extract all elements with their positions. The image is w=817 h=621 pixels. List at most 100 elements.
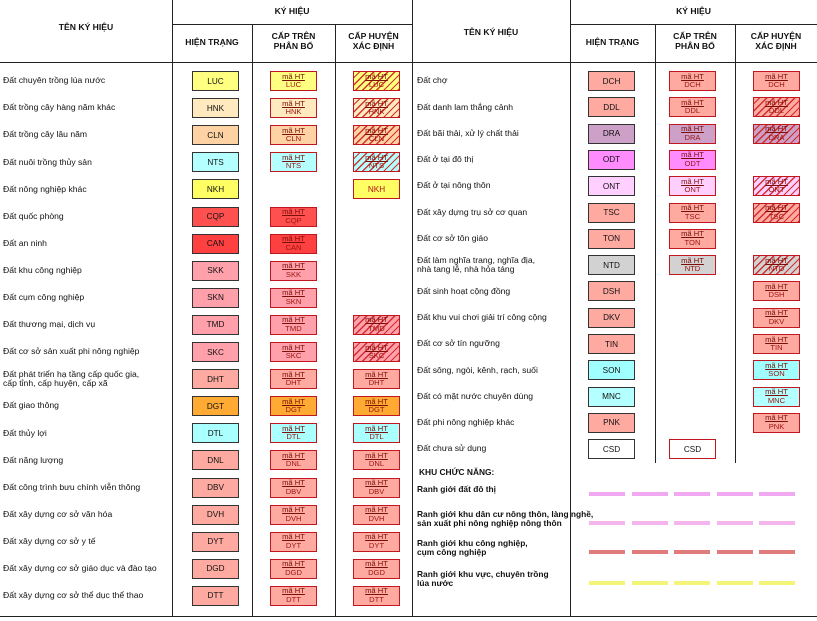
- land-code-swatch: SKK: [192, 260, 239, 281]
- ht-label: mã HT: [365, 423, 388, 433]
- planned-code-swatch: mã HT DTL: [270, 423, 317, 444]
- planned-code-swatch: mã HT DNL: [270, 450, 317, 471]
- ht-code: DHT: [368, 378, 385, 388]
- planned-code-swatch: mã HT SKN: [270, 287, 317, 308]
- land-code-swatch: NTD: [588, 255, 635, 276]
- row-name-line: Đất an ninh: [3, 237, 47, 248]
- ht-code: CLN: [285, 134, 302, 144]
- ht-code: DGD: [285, 567, 302, 577]
- ht-code: SKN: [285, 296, 302, 306]
- row-name-line: nhà tang lễ, nhà hỏa táng: [417, 264, 515, 275]
- left-row-name: Đất năng lượng: [3, 454, 64, 466]
- right-row-name: Đất sinh hoạt cộng đồng: [417, 286, 510, 297]
- ht-code: NTS: [285, 161, 302, 171]
- ht-label: mã HT: [365, 450, 388, 460]
- planned-code-swatch: mã HT DHT: [270, 369, 317, 390]
- header-cap-huyen-right: CẤP HUYỆN XÁC ĐỊNH: [750, 31, 802, 51]
- functional-zone-label-line: cụm công nghiệp: [417, 547, 487, 557]
- right-row-name: Đất cơ sở tôn giáo: [417, 234, 488, 244]
- land-code-swatch: SKN: [192, 287, 239, 308]
- planned-code-swatch: mã HT SKC: [353, 342, 400, 362]
- planned-code-swatch: mã HT NTS: [353, 152, 400, 173]
- planned-code-swatch: mã HT NTD: [669, 255, 716, 276]
- ht-label: mã HT: [282, 288, 305, 298]
- ht-label: mã HT: [282, 478, 305, 488]
- grid-line: [0, 616, 817, 617]
- planned-code-swatch: mã HT LUC: [270, 71, 317, 91]
- ht-label: mã HT: [681, 97, 704, 107]
- left-row-name: Đất phát triển hạ tầng cấp quốc gia, cấp …: [3, 369, 139, 389]
- ht-label: mã HT: [365, 505, 388, 515]
- planned-code-swatch: mã HT MNC: [753, 386, 800, 407]
- row-name-line: Đất nuôi trồng thủy sản: [3, 156, 92, 167]
- ht-code: DHT: [285, 378, 302, 388]
- ht-code: DNL: [285, 459, 302, 469]
- ht-label: mã HT: [282, 396, 305, 406]
- row-name-line: Đất trồng cây lâu năm: [3, 129, 88, 140]
- row-name-line: Đất ở tại nông thôn: [417, 180, 491, 191]
- right-row-name: Đất xây dựng trụ sở cơ quan: [417, 206, 528, 218]
- grid-line: [252, 25, 253, 617]
- land-code-swatch: NTS: [192, 152, 239, 173]
- ht-code: DGT: [285, 405, 302, 415]
- ht-label: mã HT: [282, 450, 305, 460]
- row-name-line: Đất nông nghiệp khác: [3, 183, 87, 194]
- functional-zone-line-segment: [759, 581, 795, 585]
- land-code-swatch: DHT: [192, 369, 239, 390]
- land-code-swatch: DGT: [192, 396, 239, 417]
- right-row-name: Đất ở tại đô thị: [417, 155, 473, 165]
- ht-code: DSH: [768, 290, 785, 300]
- row-name-line: Đất xây dựng trụ sở cơ quan: [417, 206, 528, 217]
- left-row-name: Đất xây dựng cơ sở thể dục thể thao: [3, 591, 143, 601]
- header-cap-tren-left: CẤP TRÊN PHÂN BỔ: [271, 31, 316, 51]
- ht-code: ODT: [684, 158, 701, 168]
- ht-code: DKV: [768, 316, 785, 326]
- right-row-name: Đất phi nông nghiệp khác: [417, 418, 514, 428]
- land-code-swatch: MNC: [588, 386, 635, 407]
- land-code-swatch: ONT: [588, 176, 635, 197]
- functional-zone-line-segment: [716, 581, 753, 585]
- planned-code-swatch: mã HT DRA: [753, 123, 800, 144]
- planned-code-swatch: mã HT CQP: [270, 206, 317, 227]
- planned-code-swatch: mã HT LUC: [353, 71, 400, 91]
- functional-zone-label-line: Ranh giới khu công nghiệp,: [417, 537, 528, 548]
- grid-line: [172, 0, 173, 617]
- ht-code: SKC: [285, 351, 302, 360]
- functional-zone-label: Ranh giới khu dân cư nông thôn, làng ngh…: [417, 508, 594, 529]
- functional-zone-line-segment: [759, 492, 795, 496]
- left-row-name: Đất nuôi trồng thủy sản: [3, 156, 92, 168]
- left-row-name: Đất xây dựng cơ sở văn hóa: [3, 509, 112, 520]
- planned-code-swatch: mã HT DTL: [353, 423, 400, 444]
- row-name-line: Đất ở tại đô thị: [417, 154, 474, 165]
- ht-label: mã HT: [681, 176, 704, 186]
- ht-code: DYT: [368, 540, 385, 550]
- land-code-swatch: TSC: [588, 202, 635, 223]
- planned-code-swatch: mã HT DBV: [270, 477, 317, 498]
- row-name-line: Đất năng lượng: [3, 454, 64, 465]
- ht-label: mã HT: [681, 203, 704, 213]
- ht-label: mã HT: [681, 255, 704, 265]
- ht-label: mã HT: [365, 369, 388, 379]
- planned-code-swatch: mã HT DRA: [669, 123, 716, 144]
- planned-code-swatch: mã HT TMD: [353, 314, 400, 335]
- ht-code: DTL: [286, 432, 301, 442]
- ht-label: mã HT: [282, 261, 305, 271]
- ht-code: TMD: [368, 323, 385, 333]
- planned-code-swatch: mã HT DCH: [669, 71, 716, 91]
- ht-label: mã HT: [282, 559, 305, 569]
- planned-code-swatch: mã HT TMD: [270, 314, 317, 335]
- left-row-name: Đất trồng cây lâu năm: [3, 130, 87, 140]
- functional-zone-line-segment: [589, 521, 625, 525]
- planned-code-swatch: mã HT HNK: [353, 98, 400, 119]
- grid-line: [335, 25, 336, 617]
- ht-label: mã HT: [765, 334, 788, 344]
- row-name-line: cấp tỉnh, cấp huyện, cấp xã: [3, 378, 108, 389]
- planned-code-swatch: mã HT DBV: [353, 477, 400, 498]
- functional-zone-label-line: Ranh giới khu dân cư nông thôn, làng ngh…: [417, 508, 594, 519]
- planned-code-swatch: mã HT TSC: [753, 202, 800, 223]
- functional-zone-line-segment: [716, 550, 753, 554]
- land-code-swatch: CLN: [192, 125, 239, 146]
- ht-label: mã HT: [365, 315, 388, 325]
- row-name-line: Đất xây dựng cơ sở giáo dục và đào tạo: [3, 563, 157, 574]
- land-code-swatch: DTT: [192, 585, 239, 606]
